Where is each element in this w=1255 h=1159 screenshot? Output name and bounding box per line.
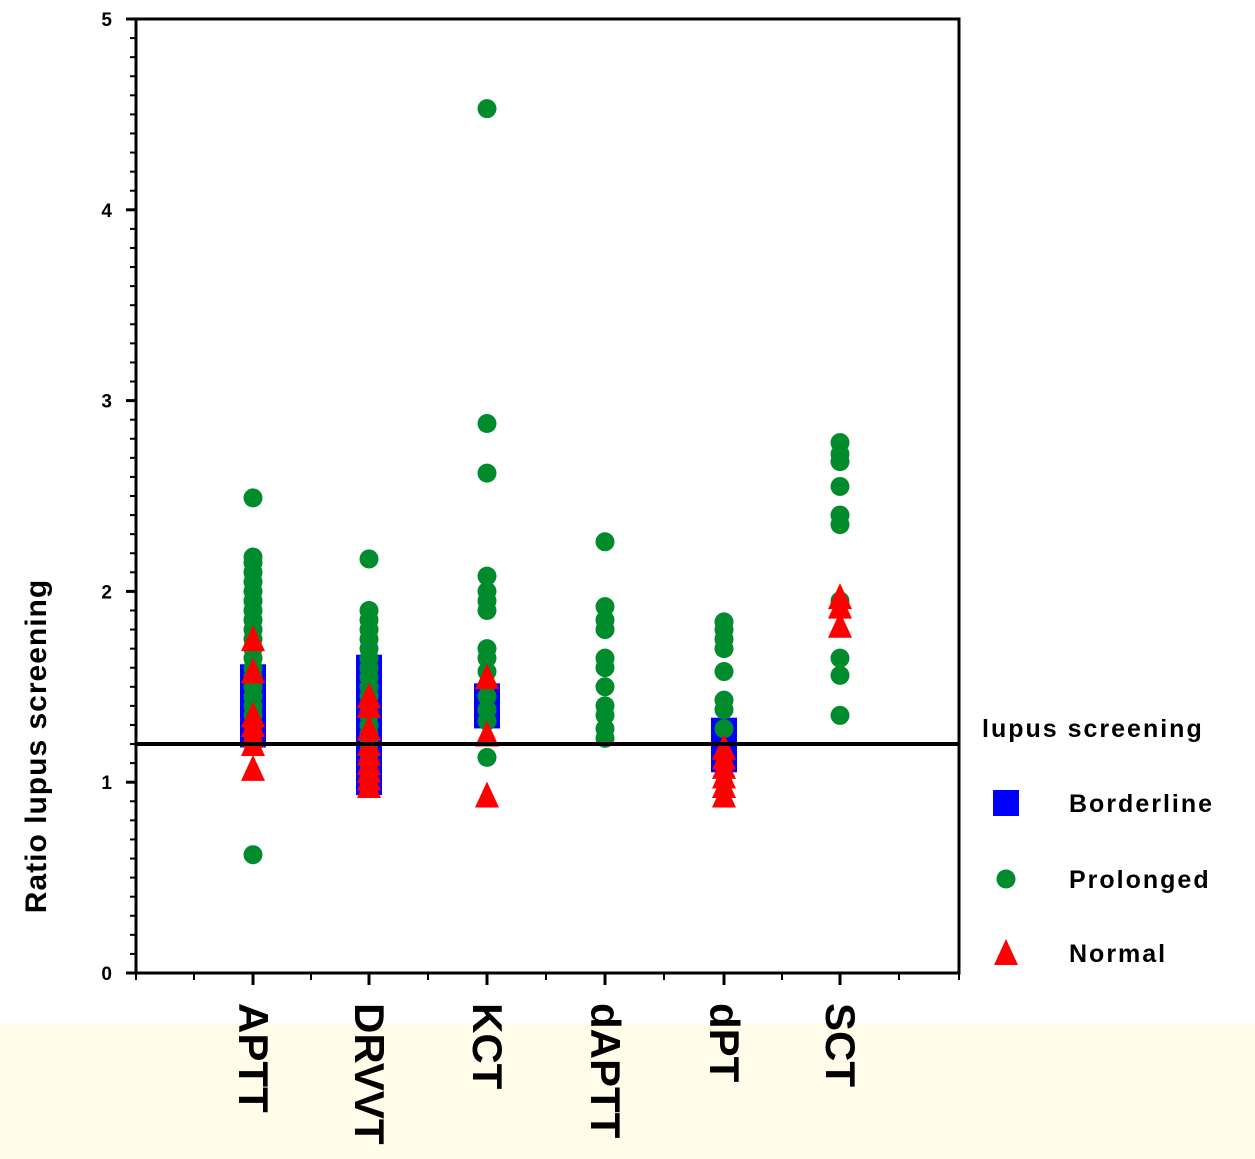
data-point-prolonged [595,677,615,697]
data-point-normal [475,663,499,690]
data-point-prolonged [477,566,497,586]
x-category-label: dPT [701,1003,748,1083]
data-point-normal [241,625,265,652]
data-point-prolonged [595,532,615,552]
data-point-prolonged [359,549,379,569]
data-point-prolonged [595,648,615,668]
legend: lupus screening Borderline Prolonged Normal [982,715,1214,968]
y-tick-label: 0 [101,964,112,985]
x-category-label: SCT [817,1003,864,1087]
series-normal [241,583,852,808]
data-point-prolonged [477,700,497,720]
data-point-prolonged [477,686,497,706]
data-point-normal [475,781,499,808]
legend-marker-normal [994,939,1018,965]
data-point-normal [357,714,381,741]
legend-entry-normal: Normal [1069,940,1167,968]
data-point-prolonged [830,705,850,725]
data-point-prolonged [359,600,379,620]
data-point-prolonged [714,612,734,632]
bottom-band [0,1023,1255,1159]
data-point-prolonged [714,690,734,710]
data-point-normal [828,611,852,638]
marks-layer [240,99,852,865]
data-point-normal [241,754,265,781]
data-point-normal [712,733,736,760]
legend-title: lupus screening [982,715,1204,743]
data-point-prolonged [830,505,850,525]
data-point-prolonged [243,845,263,865]
data-point-prolonged [830,648,850,668]
y-tick-label: 4 [101,201,112,222]
data-point-prolonged [477,747,497,767]
data-point-prolonged [595,610,615,630]
legend-entry-prolonged: Prolonged [1069,866,1211,894]
y-tick-label: 5 [101,10,112,31]
data-point-normal [828,583,852,610]
x-category-label: dAPTT [582,1003,629,1139]
y-axis-label: Ratio lupus screening [20,579,53,913]
data-point-normal [475,720,499,747]
series-prolonged [243,99,850,865]
x-category-label: APTT [230,1003,277,1113]
data-point-prolonged [714,719,734,739]
x-category-label: DRVVT [346,1003,393,1145]
legend-entry-borderline: Borderline [1069,790,1214,818]
data-point-normal [357,682,381,709]
data-point-prolonged [830,665,850,685]
data-point-prolonged [477,99,497,119]
data-point-prolonged [595,719,615,739]
legend-marker-prolonged [996,869,1016,889]
y-tick-label: 3 [101,392,112,413]
data-point-prolonged [714,662,734,682]
data-point-prolonged [595,597,615,617]
legend-marker-borderline [993,790,1019,816]
data-point-prolonged [830,476,850,496]
data-point-prolonged [477,581,497,601]
x-category-label: KCT [464,1003,511,1090]
axes-layer: 0 1 2 3 4 5 APTT DRVVT KCT dAPTT dPT SCT Ratio lupus… [20,10,961,1145]
data-point-prolonged [830,433,850,453]
data-point-normal [241,701,265,728]
data-point-prolonged [595,696,615,716]
data-point-prolonged [477,463,497,483]
data-point-prolonged [243,488,263,508]
data-point-prolonged [477,413,497,433]
data-point-prolonged [243,547,263,567]
y-tick-label: 2 [101,582,112,603]
data-point-prolonged [477,639,497,659]
y-tick-label: 1 [101,773,112,794]
data-point-normal [241,657,265,684]
